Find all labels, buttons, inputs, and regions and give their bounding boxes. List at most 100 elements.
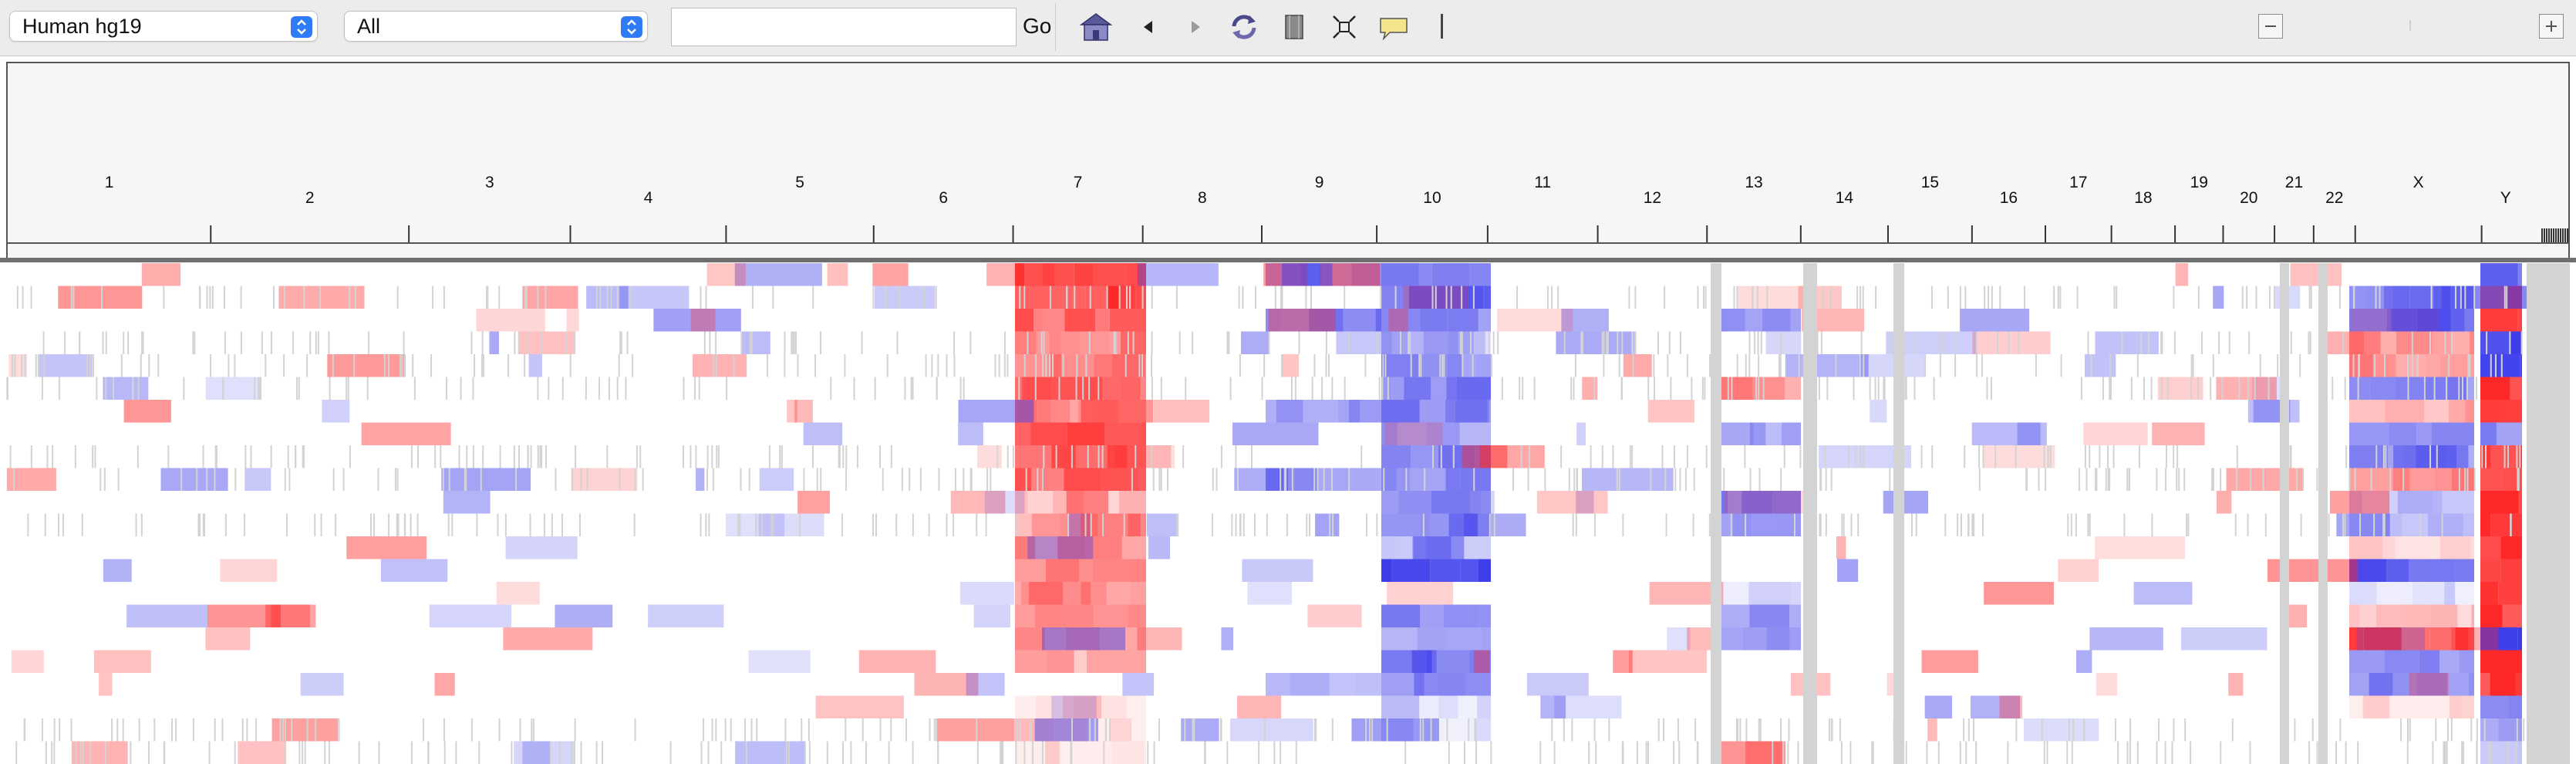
heatmap-segment: [858, 650, 936, 673]
no-data-speckle: [1571, 718, 1573, 742]
chromosome-label-8[interactable]: 8: [1198, 189, 1207, 207]
heatmap-segment: [1126, 695, 1146, 718]
chromosome-label-21[interactable]: 21: [2285, 174, 2303, 191]
chromosome-label-1[interactable]: 1: [105, 174, 114, 191]
zoom-out-button[interactable]: [2258, 14, 2283, 39]
panel-divider[interactable]: [0, 258, 2576, 262]
genome-select[interactable]: Human hg19: [9, 11, 318, 42]
no-data-speckle: [2197, 286, 2200, 309]
no-data-speckle: [2338, 286, 2341, 309]
no-data-speckle: [1944, 513, 1947, 536]
no-data-speckle: [730, 718, 732, 742]
region-of-interest-icon[interactable]: [1276, 9, 1312, 45]
no-data-speckle: [1365, 513, 1367, 536]
no-data-speckle: [1631, 445, 1634, 468]
no-data-speckle: [2385, 445, 2387, 468]
no-data-speckle: [744, 718, 747, 742]
chromosome-label-14[interactable]: 14: [1836, 189, 1854, 207]
no-data-speckle: [1235, 513, 1237, 536]
no-data-speckle: [1043, 445, 1045, 468]
no-data-speckle: [2072, 718, 2075, 742]
chromosome-select[interactable]: All: [344, 11, 648, 42]
heatmap-segment: [2480, 741, 2518, 764]
no-data-speckle: [561, 513, 563, 536]
heatmap-segment: [1300, 263, 1321, 286]
chromosome-label-9[interactable]: 9: [1315, 174, 1324, 191]
heatmap-segment: [1413, 536, 1426, 559]
home-icon[interactable]: [1078, 9, 1114, 45]
zoom-slider-track[interactable]: [2285, 25, 2547, 26]
chromosome-label-X[interactable]: X: [2413, 174, 2424, 191]
heatmap-segment: [1921, 650, 1978, 673]
heatmap-segment: [1343, 309, 1376, 332]
no-data-speckle: [1313, 468, 1316, 491]
heatmap-segment: [797, 491, 831, 514]
chromosome-label-19[interactable]: 19: [2190, 174, 2208, 191]
chromosome-label-2[interactable]: 2: [305, 189, 315, 207]
no-data-speckle: [2345, 445, 2348, 468]
heatmap-segment: [2349, 491, 2362, 514]
no-data-speckle: [946, 513, 948, 536]
no-data-speckle: [2158, 718, 2160, 742]
no-data-speckle: [1766, 286, 1768, 309]
locus-search-input[interactable]: [671, 8, 1017, 46]
heatmap-segment: [1777, 582, 1792, 605]
chromosome-label-12[interactable]: 12: [1644, 189, 1661, 207]
chromosome-ruler-panel[interactable]: 1 2 3 4 5 6 7 8 9 10 11 12 13 14 15 16 17 18 19 20 21 22 X Y: [6, 62, 2570, 259]
go-button[interactable]: Go: [1023, 14, 1052, 38]
chromosome-label-16[interactable]: 16: [2000, 189, 2018, 207]
no-data-speckle: [578, 513, 581, 536]
chromosome-label-7[interactable]: 7: [1074, 174, 1083, 191]
back-icon[interactable]: [1131, 9, 1166, 45]
no-data-speckle: [1384, 354, 1387, 377]
no-data-speckle: [1576, 468, 1578, 491]
heatmap-segment: [1478, 309, 1491, 332]
heatmap-segment: [1101, 695, 1127, 718]
no-data-speckle: [1070, 741, 1072, 764]
no-data-column: [2527, 263, 2570, 764]
heatmap-segment: [2425, 354, 2440, 377]
chromosome-label-11[interactable]: 11: [1534, 174, 1551, 191]
chromosome-label-18[interactable]: 18: [2134, 189, 2152, 207]
forward-icon[interactable]: [1178, 9, 1213, 45]
no-data-speckle: [507, 354, 510, 377]
no-data-speckle: [1982, 445, 1984, 468]
no-data-speckle: [1551, 718, 1553, 742]
chromosome-label-3[interactable]: 3: [485, 174, 494, 191]
chromosome-label-13[interactable]: 13: [1745, 174, 1762, 191]
chromosome-label-6[interactable]: 6: [939, 189, 948, 207]
no-data-speckle: [1242, 286, 1244, 309]
no-data-speckle: [183, 377, 185, 400]
no-data-speckle: [1575, 513, 1577, 536]
copy-number-heatmap[interactable]: [6, 263, 2570, 764]
heatmap-segment: [1443, 604, 1479, 627]
no-data-speckle: [329, 377, 331, 400]
no-data-speckle: [1661, 445, 1664, 468]
no-data-speckle: [740, 468, 742, 491]
chromosome-label-20[interactable]: 20: [2240, 189, 2257, 207]
chromosome-label-4[interactable]: 4: [644, 189, 653, 207]
chromosome-label-22[interactable]: 22: [2325, 189, 2343, 207]
resize-to-window-icon[interactable]: [1327, 9, 1362, 45]
heatmap-segment: [1043, 309, 1065, 332]
chromosome-label-5[interactable]: 5: [795, 174, 804, 191]
no-data-speckle: [1736, 354, 1738, 377]
no-data-speckle: [1430, 718, 1432, 742]
no-data-speckle: [135, 513, 137, 536]
refresh-icon[interactable]: [1226, 9, 1262, 45]
chromosome-label-15[interactable]: 15: [1921, 174, 1939, 191]
heatmap-segment: [2384, 650, 2419, 673]
no-data-speckle: [1684, 468, 1687, 491]
chromosome-label-17[interactable]: 17: [2069, 174, 2087, 191]
zoom-in-button[interactable]: [2539, 14, 2564, 39]
heatmap-segment: [1762, 309, 1791, 332]
no-data-speckle: [1797, 741, 1799, 764]
no-data-speckle: [1580, 331, 1583, 354]
chromosome-label-Y[interactable]: Y: [2500, 189, 2511, 207]
no-data-speckle: [14, 354, 16, 377]
no-data-speckle: [383, 354, 386, 377]
chromosome-label-10[interactable]: 10: [1423, 189, 1441, 207]
no-data-speckle: [192, 718, 194, 742]
popup-text-icon[interactable]: [1376, 9, 1411, 45]
heatmap-segment: [1381, 445, 1411, 468]
